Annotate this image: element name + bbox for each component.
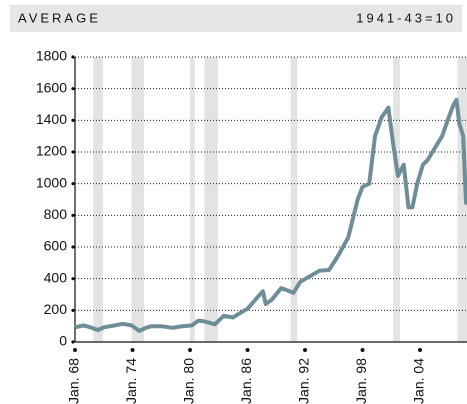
y-tick-label: 1400 (36, 111, 67, 127)
x-tick-mark (188, 348, 193, 352)
y-tick-mark (71, 340, 75, 344)
y-tick-label: 1800 (36, 48, 67, 64)
recession-band (190, 57, 195, 342)
recession-band (131, 57, 145, 342)
y-tick-label: 0 (59, 333, 67, 349)
x-tick-label: Jan. 98 (353, 358, 369, 404)
x-tick-mark (245, 348, 250, 352)
x-tick-label: Jan. 68 (66, 358, 82, 404)
y-tick-mark (71, 55, 75, 59)
x-tick-mark (360, 348, 365, 352)
x-tick-label: Jan. 92 (296, 358, 312, 404)
recession-band (204, 57, 218, 342)
x-tick-mark (73, 348, 77, 352)
y-tick-label: 600 (44, 238, 68, 254)
x-tick-label: Jan. 86 (238, 358, 254, 404)
recession-band (393, 57, 400, 342)
header-left: AVERAGE (18, 10, 101, 25)
y-tick-mark (71, 245, 75, 249)
y-tick-mark (71, 213, 75, 217)
x-tick-mark (418, 348, 423, 352)
y-tick-label: 800 (44, 206, 68, 222)
y-tick-mark (71, 87, 75, 91)
y-tick-label: 400 (44, 269, 68, 285)
recession-band (290, 57, 298, 342)
y-tick-mark (71, 150, 75, 154)
x-tick-mark (130, 348, 135, 352)
header-right: 1941-43=10 (356, 10, 456, 25)
y-tick-mark (71, 308, 75, 312)
index-line (74, 97, 467, 333)
x-tick-label: Jan. 80 (181, 358, 197, 404)
recession-band (457, 57, 467, 342)
y-tick-label: 1000 (36, 174, 67, 190)
header-bar (10, 5, 462, 32)
x-tick-label: Jan. 04 (411, 358, 427, 404)
y-tick-label: 200 (44, 301, 68, 317)
y-tick-label: 1200 (36, 143, 67, 159)
recession-band (93, 57, 103, 342)
y-tick-mark (71, 277, 75, 281)
y-tick-mark (71, 118, 75, 122)
y-tick-label: 1600 (36, 79, 67, 95)
y-tick-mark (71, 182, 75, 186)
x-tick-label: Jan. 74 (123, 358, 139, 404)
x-tick-mark (303, 348, 308, 352)
